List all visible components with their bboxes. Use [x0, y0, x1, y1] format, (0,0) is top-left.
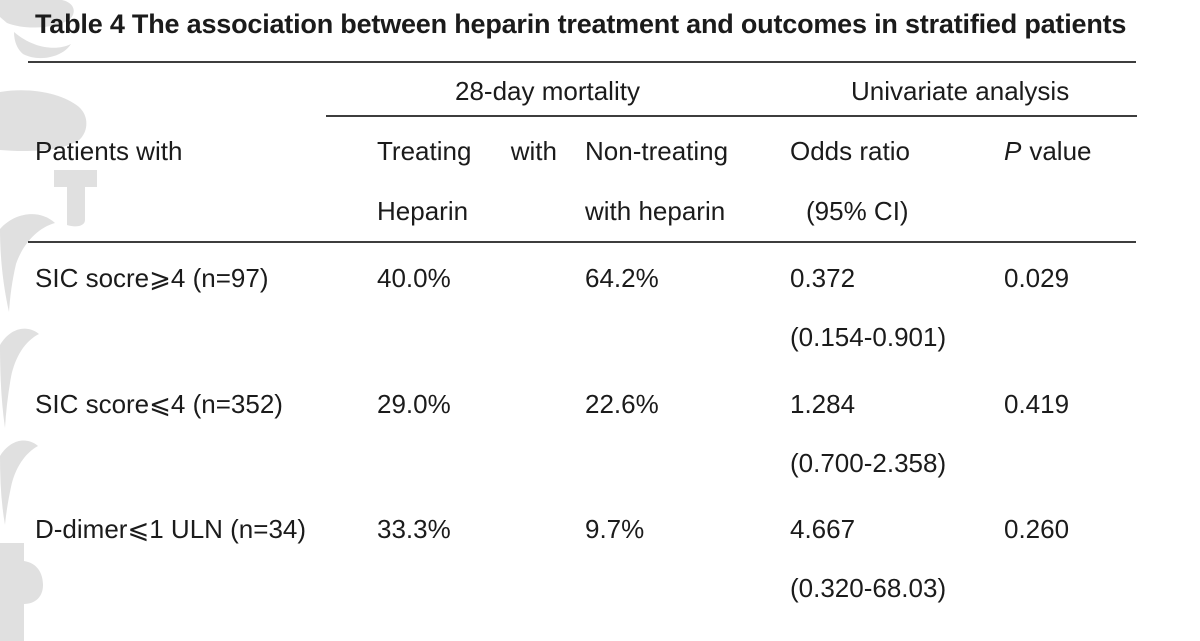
group-header-univariate-analysis: Univariate analysis — [851, 76, 1070, 106]
rule-header-bottom — [28, 241, 1136, 243]
cell-p-value: 0.260 — [1004, 514, 1070, 544]
group-header-28-day-mortality: 28-day mortality — [455, 76, 640, 106]
column-header-treating-line2: Heparin — [377, 196, 469, 226]
cell-odds-ratio: 0.372 — [790, 263, 856, 293]
column-header-odds-ratio-line1: Odds ratio — [790, 136, 910, 166]
column-header-patients-with: Patients with — [35, 136, 183, 166]
row-label: SIC socre⩾4 (n=97) — [35, 263, 269, 293]
rule-top — [28, 61, 1136, 63]
cell-non-treating-mortality: 64.2% — [585, 263, 659, 293]
cell-odds-ratio: 1.284 — [790, 389, 856, 419]
column-header-non-treating-line1: Non-treating — [585, 136, 729, 166]
cell-treating-mortality: 29.0% — [377, 389, 451, 419]
cell-non-treating-mortality: 9.7% — [585, 514, 645, 544]
column-header-treating-word1: Treating — [377, 136, 472, 166]
rule-group-spanner — [326, 115, 1137, 117]
accepted-article-watermark-icon — [0, 0, 97, 641]
column-header-treating-line1: Treating with — [377, 135, 557, 168]
cell-confidence-interval: (0.320-68.03) — [790, 573, 947, 603]
table-caption: Table 4 The association between heparin … — [35, 9, 1127, 39]
cell-confidence-interval: (0.154-0.901) — [790, 322, 947, 352]
cell-odds-ratio: 4.667 — [790, 514, 856, 544]
p-value-italic-p: P — [1004, 136, 1022, 166]
column-header-odds-ratio-line2: (95% CI) — [806, 196, 909, 226]
cell-treating-mortality: 33.3% — [377, 514, 451, 544]
cell-non-treating-mortality: 22.6% — [585, 389, 659, 419]
row-label: SIC score⩽4 (n=352) — [35, 389, 283, 419]
cell-p-value: 0.029 — [1004, 263, 1070, 293]
row-label: D-dimer⩽1 ULN (n=34) — [35, 514, 307, 544]
cell-confidence-interval: (0.700-2.358) — [790, 448, 947, 478]
column-header-non-treating-line2: with heparin — [585, 196, 726, 226]
p-value-rest: value — [1029, 136, 1092, 166]
cell-p-value: 0.419 — [1004, 389, 1070, 419]
column-header-treating-word2: with — [510, 136, 557, 166]
cell-treating-mortality: 40.0% — [377, 263, 451, 293]
